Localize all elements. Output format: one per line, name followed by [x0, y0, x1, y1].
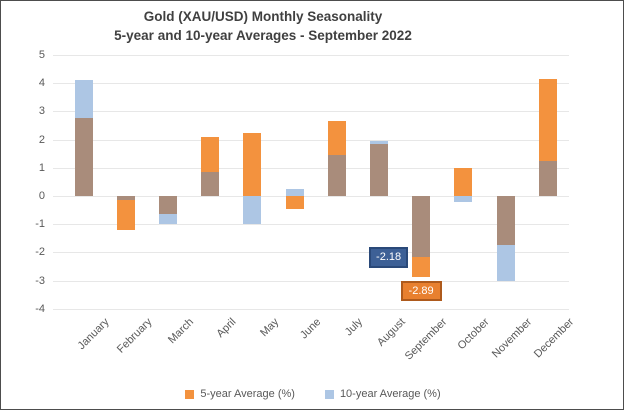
bar-segment	[538, 78, 557, 161]
legend-label-5yr: 5-year Average (%)	[200, 388, 295, 400]
chart-title: Gold (XAU/USD) Monthly Seasonality 5-yea…	[1, 7, 525, 45]
grid-line	[53, 224, 569, 226]
bar-segment	[285, 196, 304, 209]
bar-segment	[201, 136, 220, 173]
y-axis-tick-label: 5	[38, 49, 45, 61]
bar-segment	[327, 155, 346, 196]
x-axis-month-label: June	[297, 316, 323, 342]
y-axis-tick-label: -2	[35, 246, 45, 259]
y-axis-tick-label: -1	[35, 218, 45, 231]
grid-line	[53, 83, 569, 85]
x-axis-month-label: August	[374, 316, 408, 349]
grid-line	[53, 308, 569, 310]
grid-line	[53, 196, 569, 197]
y-axis-tick-label: 4	[38, 77, 45, 90]
x-axis-month-label: December	[531, 316, 577, 361]
x-axis-month-label: March	[166, 316, 197, 347]
bar-segment	[74, 118, 93, 196]
bar-segment	[327, 121, 346, 156]
bar-segment	[412, 257, 431, 278]
bar-segment	[116, 200, 135, 230]
bar-segment	[369, 143, 388, 196]
legend-item-5yr: 5-year Average (%)	[185, 388, 295, 400]
x-axis-month-label: November	[489, 316, 534, 361]
x-axis-month-label: April	[214, 316, 239, 341]
x-axis-month-label: July	[342, 316, 366, 339]
y-axis-tick-label: 3	[38, 105, 45, 118]
legend-swatch-5yr-icon	[185, 389, 195, 399]
bar-segment	[538, 160, 557, 196]
bar-segment	[369, 141, 388, 144]
bar-segment	[158, 196, 177, 215]
y-axis-tick-label: -3	[35, 274, 45, 287]
data-label-10yr: -2.18	[369, 246, 409, 268]
x-axis-month-label: February	[114, 316, 155, 356]
bar-segment	[74, 80, 93, 119]
x-axis-month-label: October	[455, 316, 492, 353]
x-axis-month-label: January	[75, 316, 112, 353]
chart-title-line1: Gold (XAU/USD) Monthly Seasonality	[143, 9, 383, 24]
data-label-5yr: -2.89	[400, 281, 442, 302]
y-axis-tick-label: 2	[38, 133, 45, 146]
bar-segment	[201, 172, 220, 196]
x-axis-month-label: September	[403, 316, 450, 363]
chart-title-line2: 5-year and 10-year Averages - September …	[114, 28, 412, 43]
bar-segment	[158, 214, 177, 225]
y-axis-tick-label: 1	[38, 161, 45, 174]
grid-line	[53, 167, 569, 169]
bar-segment	[454, 196, 473, 202]
bar-segment	[243, 196, 262, 225]
y-axis-tick-label: -4	[35, 302, 45, 315]
bar-segment	[496, 245, 515, 281]
legend-swatch-10yr-icon	[324, 389, 334, 399]
bar-segment	[454, 167, 473, 196]
x-axis-month-label: May	[257, 316, 281, 340]
legend-label-10yr: 10-year Average (%)	[339, 388, 441, 400]
bar-segment	[116, 196, 135, 201]
bar-segment	[285, 188, 304, 196]
grid-line	[53, 252, 569, 254]
chart-legend: 5-year Average (%) 10-year Average (%)	[1, 388, 623, 400]
y-axis-tick-label: 0	[38, 190, 45, 202]
bar-segment	[243, 132, 262, 196]
bar-segment	[496, 196, 515, 246]
grid-line	[53, 111, 569, 113]
bar-segment	[412, 196, 431, 258]
grid-line	[53, 280, 569, 282]
grid-line	[53, 55, 569, 56]
legend-item-10yr: 10-year Average (%)	[324, 388, 441, 400]
grid-line	[53, 139, 569, 141]
